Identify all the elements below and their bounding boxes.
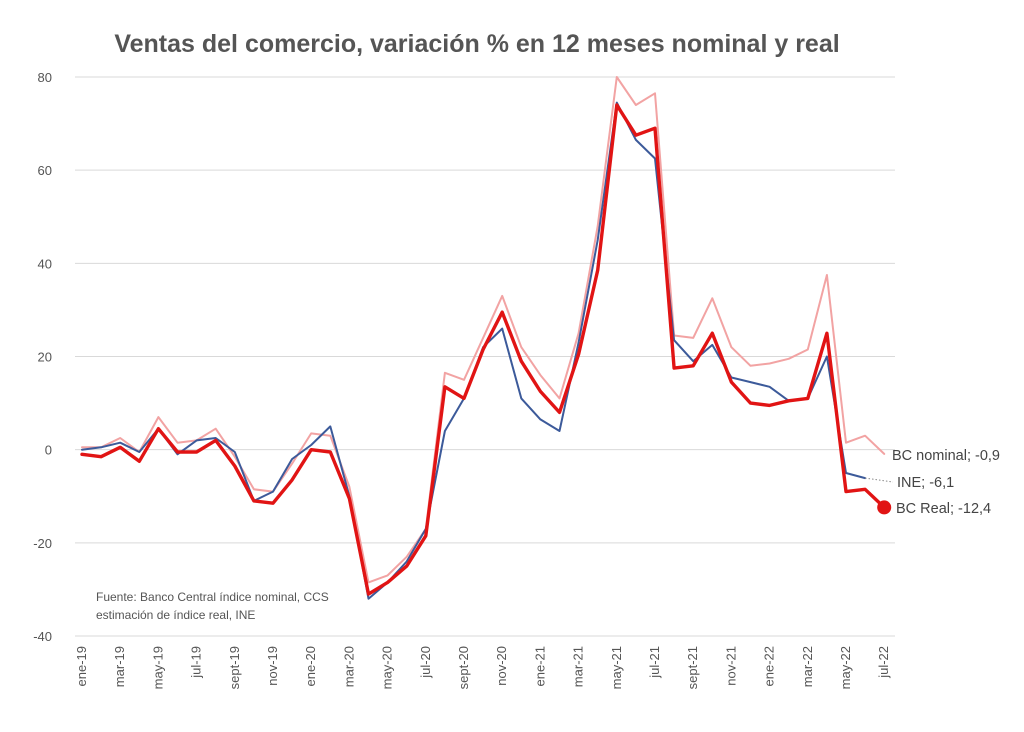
x-tick-label: sept-20 [456, 646, 471, 689]
end-label-real: BC Real; -12,4 [896, 501, 991, 517]
source-note-line-2: estimación de índice real, INE [96, 608, 255, 622]
x-tick-label: ene-20 [303, 646, 318, 686]
x-tick-label: jul-21 [647, 646, 662, 679]
x-axis-ticks: ene-19 mar-19 may-19 jul-19 sept-19 nov-19 ene… [74, 646, 891, 689]
end-label-nominal: BC nominal; -0,9 [892, 448, 1000, 464]
y-tick-label: 40 [38, 256, 52, 271]
series-line-nominal [81, 76, 886, 584]
end-labels: BC nominal; -0,9 INE; -6,1 BC Real; -12,4 [865, 448, 1000, 517]
x-tick-label: jul-22 [876, 646, 891, 679]
series-line-real [80, 103, 886, 596]
x-tick-label: sept-21 [685, 646, 700, 689]
x-tick-label: ene-19 [74, 646, 89, 686]
x-tick-label: nov-19 [265, 646, 280, 686]
ine-leader-line [865, 477, 894, 483]
real-end-marker [877, 500, 892, 515]
chart-title: Ventas del comercio, variación % en 12 m… [114, 30, 839, 58]
x-tick-label: nov-21 [723, 646, 738, 686]
x-tick-label: may-22 [838, 646, 853, 689]
y-axis-ticks: 80 60 40 20 0 -20 -40 [33, 70, 52, 644]
x-tick-label: sept-19 [227, 646, 242, 689]
x-tick-label: may-21 [609, 646, 624, 689]
x-tick-label: mar-22 [800, 646, 815, 687]
source-note-line-1: Fuente: Banco Central índice nominal, CC… [96, 590, 329, 604]
gridlines [75, 76, 895, 637]
x-tick-label: mar-19 [112, 646, 127, 687]
end-label-ine: INE; -6,1 [897, 475, 954, 491]
x-tick-label: may-19 [150, 646, 165, 689]
x-tick-label: ene-22 [762, 646, 777, 686]
y-tick-label: 80 [38, 70, 52, 85]
y-tick-label: -20 [33, 536, 52, 551]
y-tick-label: -40 [33, 629, 52, 644]
x-tick-label: ene-21 [532, 646, 547, 686]
y-tick-label: 0 [45, 443, 52, 458]
source-note: Fuente: Banco Central índice nominal, CC… [96, 590, 329, 622]
x-tick-label: mar-21 [571, 646, 586, 687]
x-tick-label: nov-20 [494, 646, 509, 686]
series-lines [80, 76, 886, 600]
y-tick-label: 20 [38, 350, 52, 365]
x-tick-label: mar-20 [341, 646, 356, 687]
x-tick-label: jul-20 [418, 646, 433, 679]
x-tick-label: jul-19 [189, 646, 204, 679]
series-line-ine [81, 101, 867, 600]
y-tick-label: 60 [38, 163, 52, 178]
x-tick-label: may-20 [380, 646, 395, 689]
